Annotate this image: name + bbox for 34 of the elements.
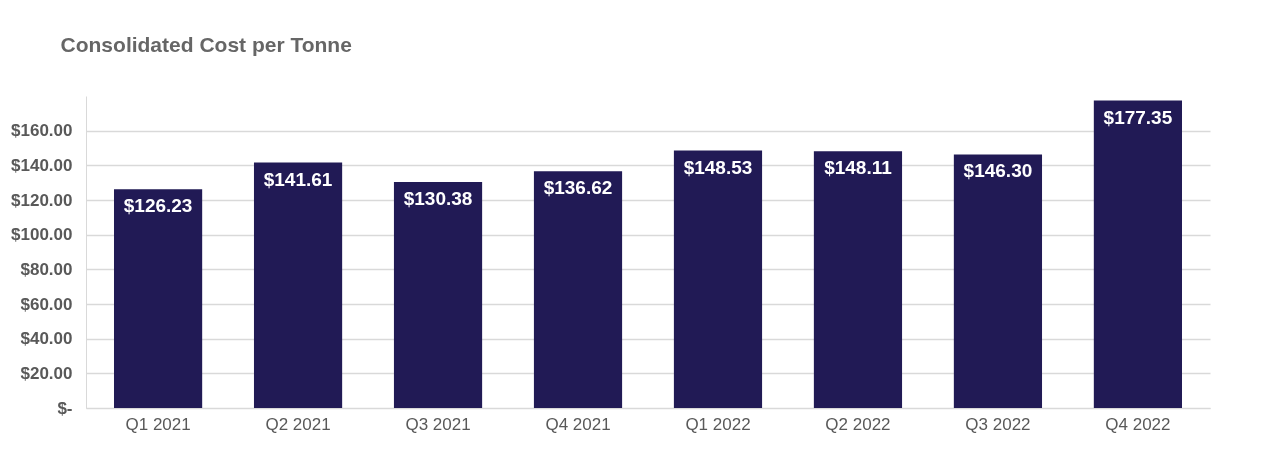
x-tick-label: Q3 2021	[405, 414, 471, 434]
bar	[253, 162, 343, 408]
bar	[114, 189, 203, 408]
bar	[533, 171, 623, 408]
data-label: $126.23	[123, 195, 193, 217]
bar	[813, 151, 903, 408]
x-tick-label: Q2 2022	[825, 414, 891, 434]
data-label: $141.61	[263, 168, 333, 190]
y-tick-label: $160.00	[11, 121, 73, 141]
chart-title: Consolidated Cost per Tonne	[60, 33, 352, 56]
x-tick-label: Q4 2021	[545, 414, 611, 434]
x-tick-label: Q2 2021	[265, 414, 331, 434]
bar	[953, 154, 1043, 408]
y-tick-label: $20.00	[20, 363, 73, 383]
data-label: $146.30	[963, 160, 1033, 182]
x-tick-label: Q1 2022	[685, 414, 751, 434]
data-label: $177.35	[1103, 106, 1173, 128]
bar	[1093, 100, 1182, 408]
y-tick-label: $40.00	[20, 329, 73, 349]
x-tick-label: Q4 2022	[1105, 414, 1171, 434]
y-tick-label: $80.00	[20, 259, 73, 279]
y-tick-label: $140.00	[11, 155, 73, 175]
data-label: $130.38	[403, 188, 473, 210]
y-tick-label: $100.00	[11, 225, 73, 245]
y-tick-label: $120.00	[11, 190, 73, 210]
bar	[673, 150, 763, 408]
y-tick-label: $60.00	[20, 294, 73, 314]
data-label: $136.62	[543, 177, 613, 199]
bar	[393, 182, 483, 408]
x-tick-label: Q1 2021	[125, 414, 191, 434]
y-tick-label: $-	[57, 398, 73, 418]
x-tick-label: Q3 2022	[965, 414, 1031, 434]
data-label: $148.11	[824, 157, 893, 179]
data-label: $148.53	[683, 156, 753, 178]
